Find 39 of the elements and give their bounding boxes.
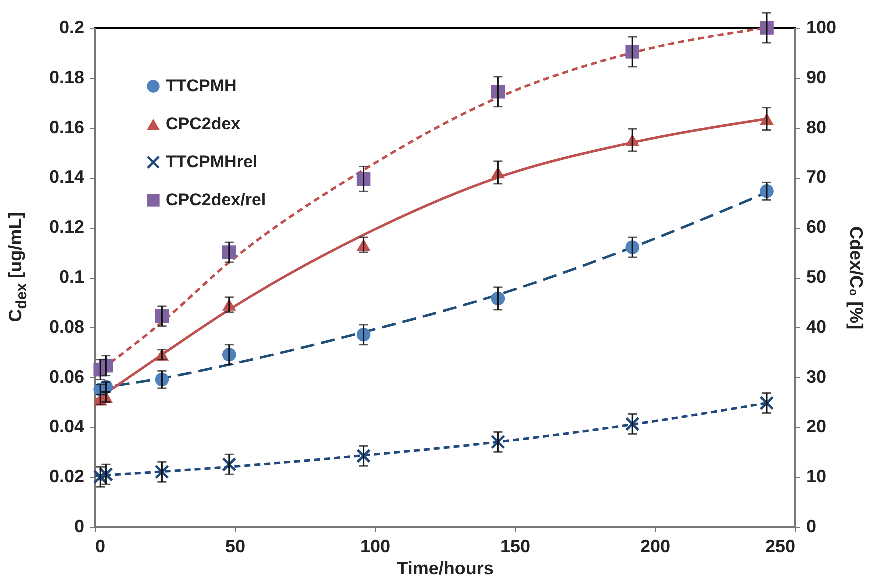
y-tick-label: 0.02 [49,466,84,487]
y-tick-label: 0.08 [49,316,84,337]
y-tick-label: 0 [74,516,84,536]
y2-tick-label: 90 [806,67,827,88]
y2-tick-label: 30 [806,366,827,387]
x-tick-label: 250 [765,536,796,556]
legend-label: CPC2dex [166,114,242,134]
y-tick-label: 0.12 [49,217,84,238]
y2-tick-label: 80 [806,117,827,138]
y-tick-label: 0.04 [49,416,84,437]
x-tick-label: 50 [225,536,246,556]
y-tick-label: 0.06 [49,366,84,387]
legend-label: TTCPMH [166,76,237,96]
point [155,465,170,479]
y2-axis-title: Cdex/C₀ [%] [846,226,867,330]
point [356,449,371,464]
y2-tick-label: 50 [806,267,827,287]
y2-tick-label: 40 [806,316,827,337]
y-tick-label: 0.16 [49,117,84,138]
legend-label: CPC2dex/rel [166,190,266,210]
y2-tick-label: 0 [806,516,817,536]
point [222,458,236,472]
y-tick-label: 0.14 [49,167,84,188]
y-tick-label: 0.18 [49,67,84,88]
x-tick-label: 150 [500,536,531,556]
legend-label: TTCPMHrel [166,152,258,172]
y2-tick-label: 20 [806,416,827,437]
x-axis-title: Time/hours [397,558,494,578]
y2-tick-label: 10 [806,466,827,487]
y2-tick-label: 60 [806,217,827,238]
x-tick-label: 0 [96,536,106,556]
y-tick-label: 0.2 [59,18,84,38]
point [491,435,506,450]
point [626,417,640,432]
y2-tick-label: 70 [806,167,827,188]
y-tick-label: 0.1 [59,267,84,287]
x-tick-label: 100 [360,536,391,556]
y2-tick-label: 100 [806,18,837,38]
x-tick-label: 200 [640,536,671,556]
